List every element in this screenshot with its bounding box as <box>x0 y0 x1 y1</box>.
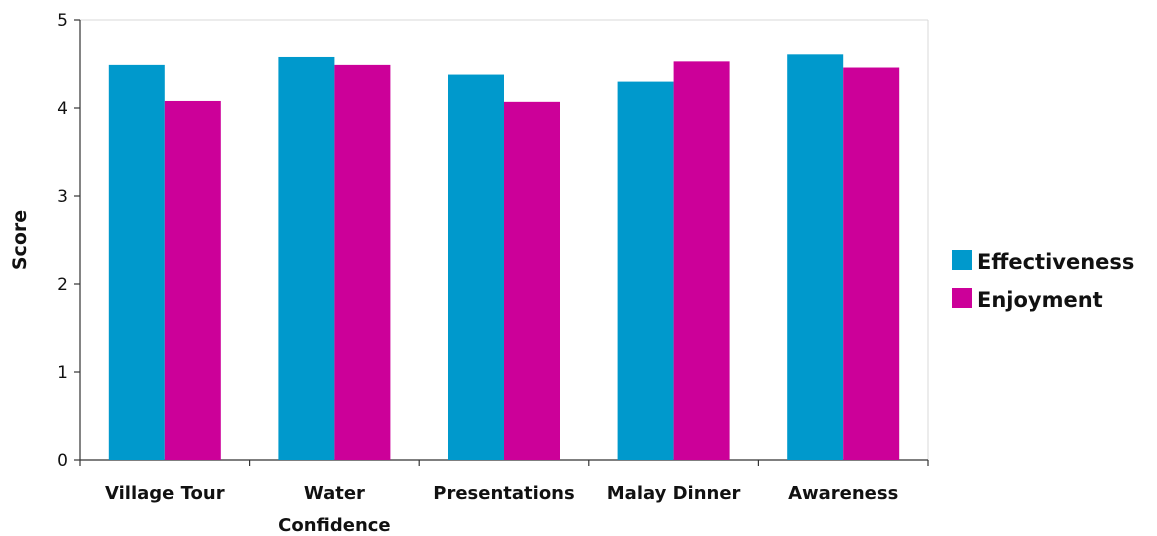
y-tick-label: 5 <box>57 11 68 31</box>
x-tick-label: Malay Dinner <box>607 483 741 504</box>
x-tick-label: Confidence <box>278 515 391 532</box>
y-tick-label: 3 <box>57 187 68 207</box>
bar-enjoyment <box>673 61 730 461</box>
legend-swatch <box>952 288 972 308</box>
bar-enjoyment <box>504 101 560 460</box>
bar-enjoyment <box>334 64 391 460</box>
bar-effectiveness <box>108 64 165 460</box>
y-tick-label: 4 <box>57 99 68 119</box>
bar-effectiveness <box>448 74 504 460</box>
legend: Effectiveness Enjoyment <box>952 250 1134 312</box>
x-tick-label: Village Tour <box>105 483 225 504</box>
bar-effectiveness <box>787 54 844 460</box>
plot-frame <box>80 19 929 460</box>
legend-label: Effectiveness <box>977 250 1134 274</box>
bar-enjoyment <box>164 100 221 461</box>
bar-enjoyment <box>843 67 900 461</box>
y-axis-title: Score <box>9 210 31 270</box>
x-tick-label: Awareness <box>788 483 898 504</box>
y-tick-label: 1 <box>57 363 68 383</box>
y-tick-label: 2 <box>57 275 68 295</box>
bar-effectiveness <box>278 56 335 461</box>
x-axis: Village Tour Water Confidence Presentations… <box>79 459 929 536</box>
bar-effectiveness <box>617 81 674 460</box>
x-tick-label: Water <box>304 483 365 504</box>
y-axis: 0 1 2 3 4 5 Score <box>9 11 81 471</box>
legend-label: Enjoyment <box>977 288 1103 312</box>
y-tick-label: 0 <box>57 451 68 471</box>
bars <box>108 54 900 461</box>
legend-swatch <box>952 250 972 270</box>
x-tick-label: Presentations <box>433 483 574 504</box>
